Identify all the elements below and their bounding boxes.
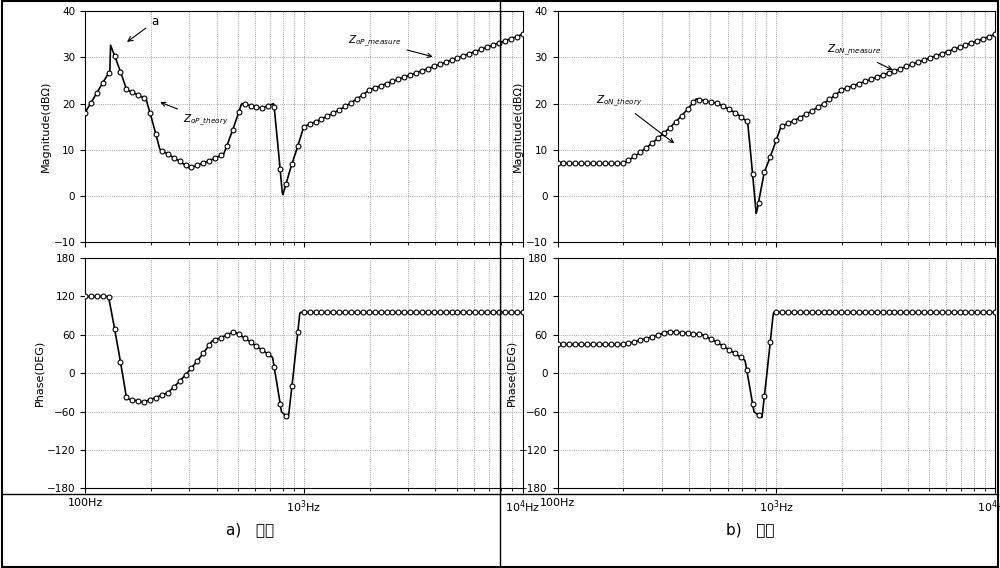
Text: $Z_{oP\_measure}$: $Z_{oP\_measure}$	[348, 34, 432, 57]
Y-axis label: Magnitude(dBΩ): Magnitude(dBΩ)	[41, 81, 51, 172]
Y-axis label: Magnitude(dBΩ): Magnitude(dBΩ)	[513, 81, 523, 172]
Text: $Z_{oN\_measure}$: $Z_{oN\_measure}$	[827, 43, 892, 69]
Text: a: a	[128, 15, 158, 41]
Y-axis label: Phase(DEG): Phase(DEG)	[34, 340, 44, 406]
Y-axis label: Phase(DEG): Phase(DEG)	[507, 340, 516, 406]
Text: $Z_{oP\_theory}$: $Z_{oP\_theory}$	[161, 102, 228, 128]
Text: $Z_{oN\_theory}$: $Z_{oN\_theory}$	[596, 94, 673, 143]
Text: b)   负序: b) 负序	[726, 522, 774, 537]
Text: a)   正序: a) 正序	[226, 522, 274, 537]
